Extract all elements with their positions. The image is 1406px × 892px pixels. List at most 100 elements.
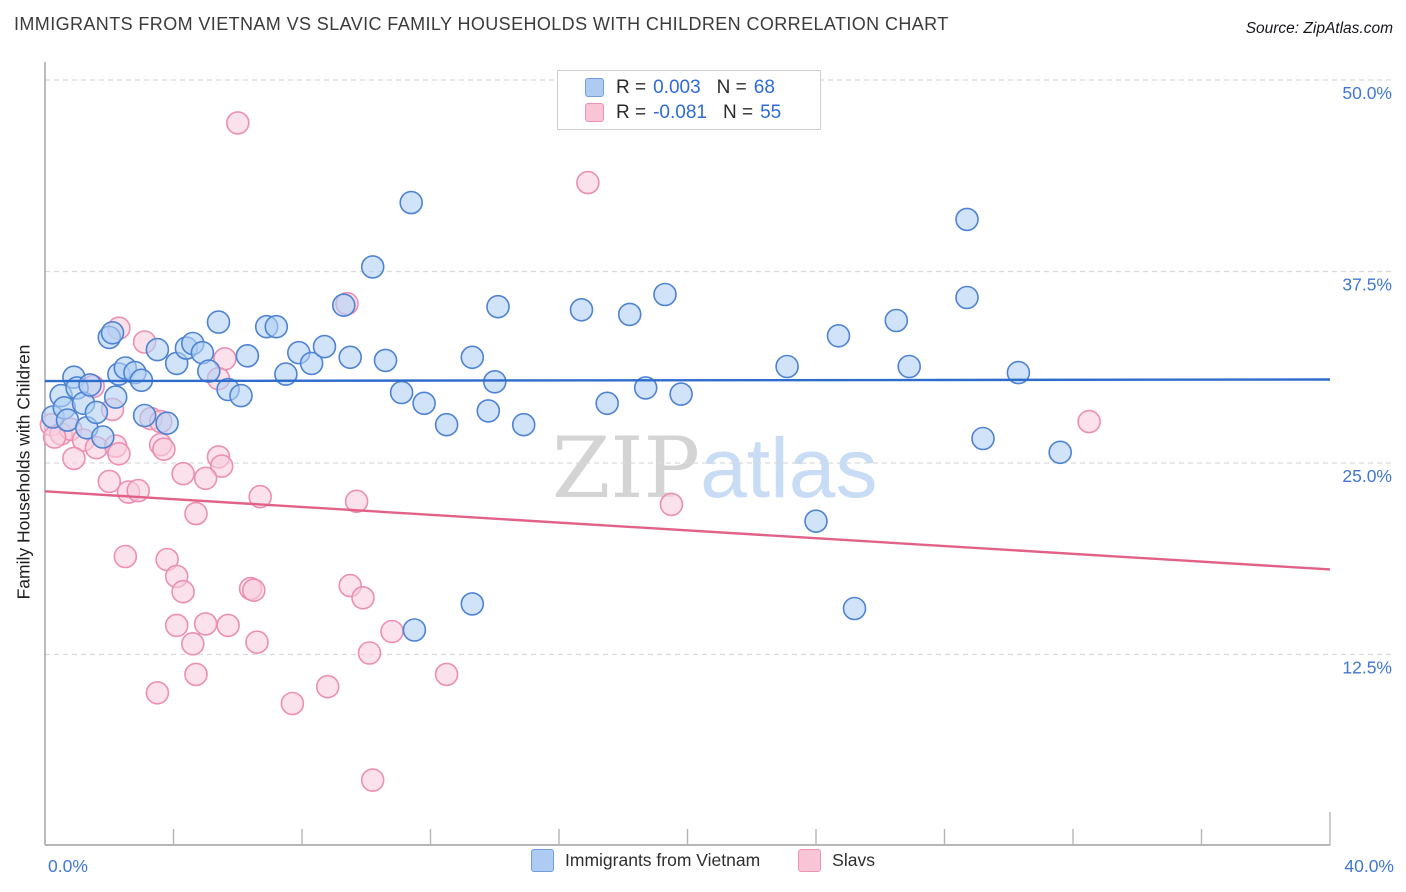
blue-series-swatch-icon	[585, 78, 604, 97]
data-point	[97, 469, 122, 494]
data-point	[897, 354, 922, 379]
data-point	[971, 426, 995, 451]
r-label: R =	[616, 101, 647, 123]
data-point	[103, 385, 128, 409]
data-point	[884, 308, 909, 333]
data-point	[264, 314, 289, 339]
data-point	[197, 359, 221, 383]
data-point	[145, 337, 170, 362]
data-point	[1077, 409, 1101, 434]
correlation-legend-box: R = 0.003 N = 68 R = -0.081 N = 55	[557, 70, 821, 130]
data-point	[344, 489, 369, 514]
data-point	[338, 345, 363, 370]
data-point	[226, 111, 250, 135]
data-point	[380, 619, 404, 644]
data-point	[357, 641, 382, 665]
r-value: -0.081	[653, 101, 707, 123]
data-point	[184, 501, 208, 526]
data-point	[669, 382, 693, 406]
blue-series-swatch-icon	[531, 849, 555, 872]
data-point	[955, 207, 979, 232]
data-point	[171, 579, 195, 604]
y-tick-label: 25.0%	[1342, 466, 1392, 486]
data-point	[78, 373, 102, 397]
data-point	[842, 596, 867, 621]
data-point	[100, 320, 125, 345]
data-point	[434, 412, 459, 437]
trend-line	[44, 378, 1331, 383]
data-point	[280, 691, 305, 716]
data-point	[145, 680, 170, 705]
legend-item-vietnam: Immigrants from Vietnam	[531, 849, 760, 872]
data-point	[412, 391, 436, 416]
y-tick-label: 50.0%	[1342, 83, 1392, 103]
data-point	[511, 412, 536, 437]
data-point	[576, 170, 600, 195]
data-point	[804, 509, 828, 534]
x-axis-min-label: 0.0%	[48, 856, 88, 876]
data-point	[84, 400, 109, 425]
data-point	[155, 411, 179, 436]
data-point	[107, 441, 131, 466]
data-point	[235, 343, 260, 368]
data-point	[955, 285, 979, 310]
data-point	[193, 612, 218, 636]
data-point	[1006, 360, 1031, 385]
data-point	[299, 351, 324, 376]
data-point	[245, 630, 269, 655]
data-point	[775, 354, 799, 379]
data-point	[482, 369, 507, 394]
data-point	[91, 425, 115, 449]
data-point	[360, 768, 385, 792]
data-point	[569, 297, 594, 322]
data-point	[826, 323, 851, 348]
correlation-row-slavs: R = -0.081 N = 55	[585, 102, 820, 124]
data-point	[242, 578, 266, 603]
y-axis-label: Family Households with Children	[13, 344, 34, 600]
x-axis-max-label: 40.0%	[1344, 856, 1394, 876]
data-point	[312, 334, 337, 359]
data-point	[389, 380, 414, 405]
data-point	[171, 461, 195, 486]
legend-label: Slavs	[832, 850, 875, 870]
n-value: 55	[760, 101, 782, 123]
data-point	[209, 454, 234, 478]
data-point	[152, 437, 176, 462]
data-point	[164, 613, 189, 638]
data-point	[193, 466, 218, 491]
data-point	[206, 310, 231, 334]
data-point	[315, 674, 340, 699]
y-tick-label: 37.5%	[1342, 275, 1392, 295]
data-point	[633, 376, 658, 400]
n-value: 68	[753, 76, 775, 98]
data-point	[399, 190, 424, 215]
data-point	[476, 399, 501, 423]
data-point	[62, 446, 86, 471]
zipatlas-watermark: ZIPatlas	[552, 419, 878, 517]
data-point	[184, 662, 208, 687]
data-point	[331, 293, 356, 318]
data-point	[486, 294, 510, 319]
source-attribution: Source: ZipAtlas.com	[1245, 20, 1393, 37]
pink-series-swatch-icon	[798, 849, 822, 872]
series-legend: Immigrants from Vietnam Slavs	[0, 849, 1406, 872]
data-point	[113, 544, 138, 569]
data-point	[617, 302, 642, 327]
trend-line	[44, 490, 1331, 571]
data-point	[216, 613, 240, 638]
data-point	[1048, 440, 1072, 465]
pink-series-swatch-icon	[585, 103, 604, 122]
data-point	[360, 255, 385, 279]
r-label: R =	[616, 76, 647, 98]
data-point	[229, 383, 253, 408]
data-point	[181, 631, 205, 656]
legend-item-slavs: Slavs	[798, 849, 875, 872]
legend-label: Immigrants from Vietnam	[565, 850, 761, 870]
y-tick-label: 12.5%	[1342, 658, 1392, 678]
n-label: N =	[716, 76, 747, 98]
data-point	[595, 391, 620, 416]
n-label: N =	[722, 101, 754, 123]
data-point	[248, 484, 273, 509]
